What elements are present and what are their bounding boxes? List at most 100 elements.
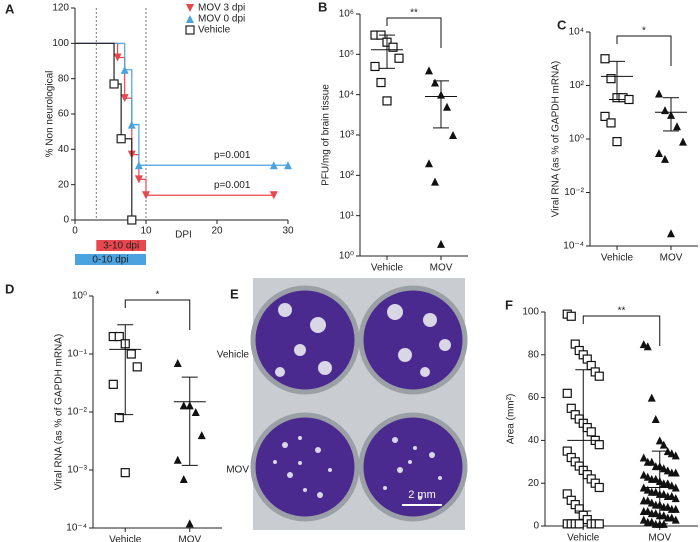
marker xyxy=(643,342,652,351)
y-tick-label: 80 xyxy=(58,73,70,84)
marker xyxy=(113,53,122,62)
scale-bar-label: 2 mm xyxy=(408,489,436,501)
y-tick-label: 10⁰ xyxy=(569,134,584,145)
marker xyxy=(606,74,616,84)
significance-bracket xyxy=(616,35,672,66)
y-axis-title: PFU/mg of brain tissue xyxy=(321,84,332,186)
legend-label: MOV 0 dpi xyxy=(198,14,245,25)
y-tick-label: 40 xyxy=(58,144,70,155)
marker xyxy=(388,42,398,52)
x-tick-label: Vehicle xyxy=(109,535,142,542)
marker xyxy=(437,239,445,248)
x-tick-label: 20 xyxy=(211,226,223,237)
marker xyxy=(639,340,648,349)
significance-bracket xyxy=(124,299,191,330)
marker xyxy=(269,161,278,170)
marker xyxy=(594,371,604,381)
x-tick-label: MOV xyxy=(660,253,683,264)
marker xyxy=(667,229,675,238)
marker xyxy=(173,455,182,464)
marker xyxy=(606,118,616,128)
treatment-bar xyxy=(96,240,146,251)
marker xyxy=(382,96,392,106)
plate-well xyxy=(358,412,468,522)
y-tick-label: 10⁻⁴ xyxy=(563,241,584,252)
plate-photo xyxy=(250,278,468,530)
p-value: p=0.001 xyxy=(214,150,251,161)
marker xyxy=(651,509,660,518)
y-tick-label: 10⁻¹ xyxy=(67,349,87,360)
marker xyxy=(449,131,457,139)
marker xyxy=(120,65,129,74)
x-tick-label: 0 xyxy=(72,226,78,237)
significance-bracket xyxy=(582,315,661,346)
significance-label: ** xyxy=(410,8,418,19)
y-tick-label: 10⁻³ xyxy=(67,465,87,476)
marker xyxy=(639,515,648,524)
treatment-label: 0-10 dpi xyxy=(92,255,128,266)
x-tick-label: MOV xyxy=(178,535,201,542)
significance-bracket xyxy=(386,17,442,48)
marker xyxy=(134,175,143,184)
marker xyxy=(127,215,137,225)
y-tick-label: 10⁶ xyxy=(339,9,354,20)
panel-letter: D xyxy=(5,281,14,296)
marker xyxy=(594,440,604,450)
x-tick-label: Vehicle xyxy=(371,263,404,274)
y-tick-label: 10¹ xyxy=(340,210,355,221)
marker xyxy=(120,94,129,103)
marker xyxy=(647,498,656,507)
x-tick-label: MOV xyxy=(648,533,671,542)
axis-line xyxy=(74,8,288,221)
marker xyxy=(431,78,439,87)
marker xyxy=(126,349,136,359)
survival-line xyxy=(75,42,274,196)
row-label: Vehicle xyxy=(217,350,250,361)
significance-label: ** xyxy=(618,306,626,317)
marker xyxy=(624,94,634,105)
marker xyxy=(639,453,648,462)
marker xyxy=(671,468,680,477)
marker xyxy=(655,148,663,157)
plate-well xyxy=(250,285,360,395)
legend-marker xyxy=(186,4,194,12)
x-axis-title: DPI xyxy=(175,230,192,241)
marker xyxy=(116,134,126,144)
marker xyxy=(191,408,200,416)
treatment-bar xyxy=(75,254,146,265)
marker xyxy=(661,106,669,115)
panel-letter: B xyxy=(318,0,327,14)
axis-line xyxy=(589,32,698,247)
marker xyxy=(671,451,680,460)
marker xyxy=(120,468,130,478)
marker xyxy=(651,415,660,423)
marker xyxy=(425,159,433,168)
marker xyxy=(673,122,681,131)
marker xyxy=(659,440,668,449)
marker xyxy=(179,474,188,483)
marker xyxy=(663,502,672,511)
marker xyxy=(667,492,676,501)
y-axis-title: Viral RNA (as % of GAPDH mRNA) xyxy=(551,61,562,218)
y-tick-label: 10⁻² xyxy=(67,407,87,418)
y-tick-label: 100 xyxy=(52,38,69,49)
marker xyxy=(600,111,610,121)
marker xyxy=(197,431,206,440)
y-tick-label: 10² xyxy=(340,170,355,181)
marker xyxy=(661,154,669,163)
row-label: MOV xyxy=(226,465,249,476)
panel-letter: A xyxy=(5,1,15,16)
marker xyxy=(586,427,596,437)
plaques xyxy=(273,303,451,500)
marker xyxy=(114,413,124,423)
y-tick-label: 10³ xyxy=(340,130,355,141)
y-tick-label: 10⁻⁴ xyxy=(66,523,87,534)
marker xyxy=(647,393,656,402)
y-axis-title: Area (mm²) xyxy=(506,394,517,445)
marker xyxy=(376,77,386,88)
axis-line xyxy=(92,296,222,529)
marker xyxy=(562,388,572,398)
significance-label: * xyxy=(156,290,160,301)
marker xyxy=(671,494,680,503)
